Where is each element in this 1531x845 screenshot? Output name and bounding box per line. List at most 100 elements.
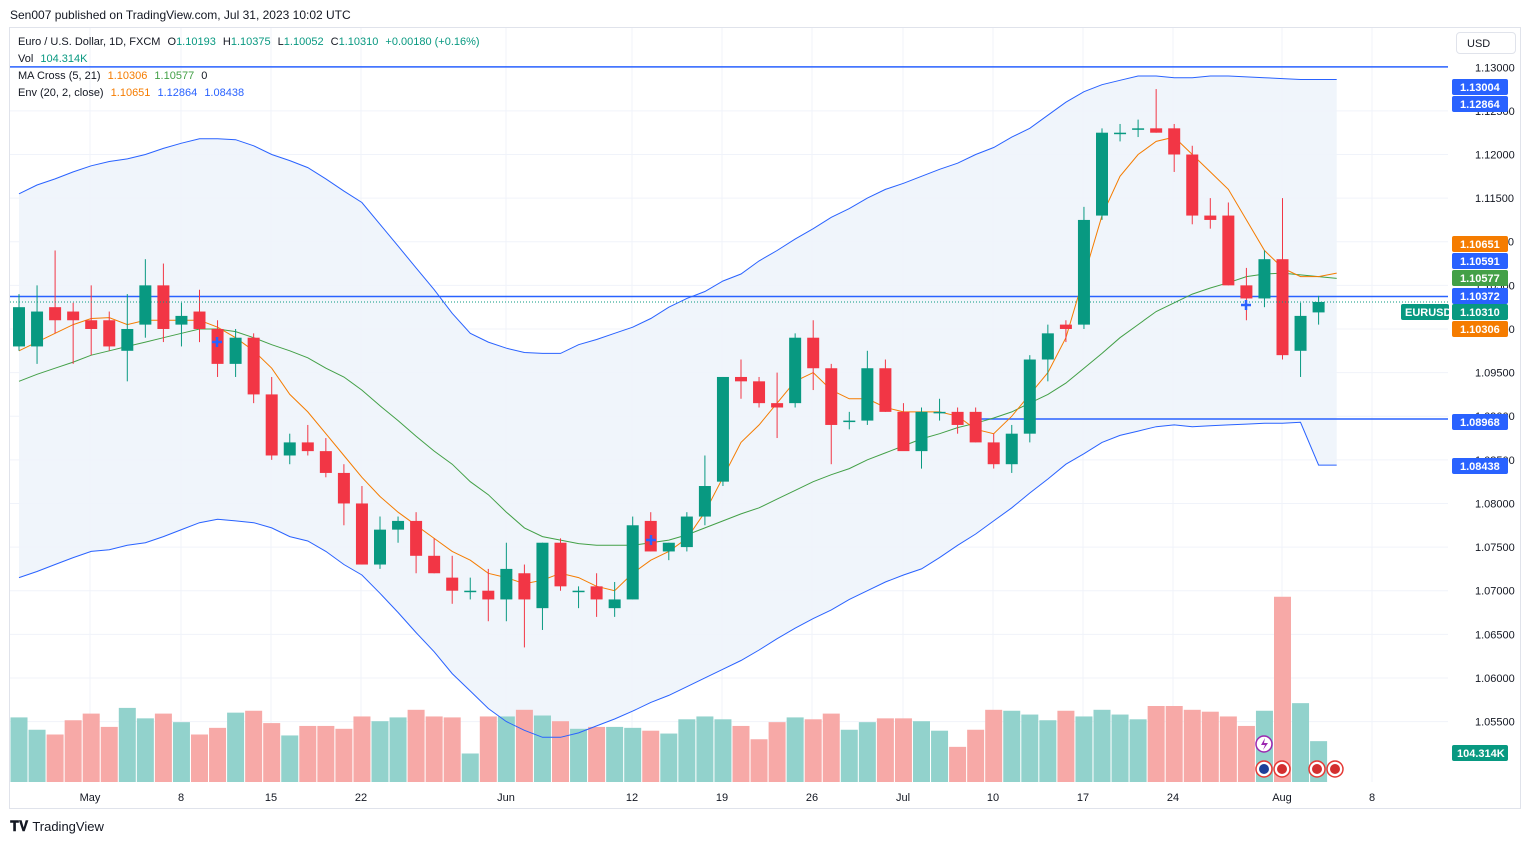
candle-body (301, 442, 314, 452)
candle-body (1204, 215, 1217, 220)
volume-bar (28, 729, 46, 782)
candle-body (193, 311, 206, 329)
volume-bar (1183, 709, 1201, 782)
ma-slow-line (18, 272, 1337, 546)
volume-bar (1219, 716, 1237, 782)
legend-close: 1.10310 (338, 36, 379, 48)
price-label-box (1452, 270, 1508, 286)
legend-env-row[interactable]: Env (20, 2, close) 1.10651 1.12864 1.084… (18, 87, 248, 99)
price-tick-label: 1.06000 (1475, 673, 1515, 685)
legend-open-label: O (167, 36, 177, 48)
volume-bar (263, 723, 281, 782)
candle-body (446, 577, 459, 591)
price-axis: 1.05500 1.06000 1.06500 1.07000 1.07500 1.080… (1475, 62, 1515, 728)
legend-ma-slow: 1.10577 (154, 70, 195, 82)
legend-vol-label: Vol (18, 53, 34, 65)
legend-vol-value: 104.314K (40, 53, 88, 65)
cross-marker-icon (646, 535, 656, 545)
legend-ma-label: MA Cross (5, 21) (18, 70, 101, 82)
volume-bar (588, 726, 606, 782)
candle-body (1114, 132, 1127, 135)
volume-bar (1021, 714, 1039, 782)
legend-symbol-row[interactable]: Euro / U.S. Dollar, 1D, FXCM O1.10193 H1… (18, 36, 484, 48)
volume-bar (1093, 709, 1111, 782)
candle-body (374, 529, 386, 565)
candle-body (121, 328, 134, 351)
candle-body (229, 337, 242, 364)
volume-bar (732, 725, 750, 782)
candle-body (807, 337, 820, 369)
candle-body (969, 411, 982, 443)
volume-bar (642, 730, 660, 782)
cross-marker-icon (212, 337, 222, 347)
price-label-box (1452, 236, 1508, 252)
volume-bar (172, 722, 190, 782)
candle-body (1023, 359, 1036, 434)
volume-bar (750, 739, 768, 782)
volume-bar (913, 721, 930, 782)
volume-bar (1237, 725, 1255, 782)
candle-body (392, 520, 405, 530)
volume-bar (804, 719, 822, 782)
price-label-text: 1.10306 (1460, 324, 1500, 336)
candle-body (103, 320, 116, 347)
candle-body (1096, 132, 1108, 216)
price-label-box (1452, 414, 1508, 430)
volume-bar (1129, 719, 1147, 782)
candle-body (13, 307, 25, 347)
candle-body (951, 411, 964, 425)
candle-body (283, 442, 296, 456)
volume-bar (840, 729, 858, 782)
volume-bar (876, 718, 894, 782)
candle-body (680, 516, 693, 548)
candle-body (698, 486, 711, 517)
volume-bar (714, 719, 732, 782)
candle-body (716, 376, 729, 482)
volume-bar (425, 716, 443, 782)
chart-frame[interactable] (9, 27, 1521, 809)
volume-bar (678, 719, 696, 782)
candle-body (626, 525, 639, 600)
candle-body (1132, 128, 1145, 130)
volume-bar (570, 728, 588, 782)
time-tick-label: Jul (896, 792, 910, 804)
volume-bar (660, 733, 678, 782)
price-label-box (1452, 253, 1508, 269)
volume-bar (1039, 720, 1057, 782)
volume-bar (1201, 711, 1219, 782)
candle-body (987, 442, 1000, 465)
volume-bar (1165, 706, 1183, 782)
candle-body (410, 520, 423, 556)
candle-body (554, 542, 567, 587)
legend-high-label: H (222, 36, 231, 48)
publisher-line: Sen007 published on TradingView.com, Jul… (10, 8, 351, 22)
candle-body (1276, 259, 1289, 356)
volume-bar (768, 722, 786, 782)
legend-ma-row[interactable]: MA Cross (5, 21) 1.10306 1.10577 0 (18, 70, 211, 82)
volume-bar (389, 717, 407, 782)
candle-body (67, 311, 80, 321)
price-tick-label: 1.13000 (1475, 62, 1515, 74)
volume-bar (985, 709, 1003, 782)
legend-ma-fast: 1.10306 (107, 70, 148, 82)
candle-body (1041, 333, 1054, 360)
time-tick-label: Aug (1272, 792, 1292, 804)
candle-body (753, 381, 766, 404)
legend-vol-row[interactable]: Vol 104.314K (18, 53, 91, 65)
volume-bar (552, 721, 569, 782)
price-label-text: 1.13004 (1460, 82, 1501, 94)
volume-bar (515, 709, 533, 782)
volume-bar (118, 707, 136, 782)
candle-body (1222, 215, 1235, 286)
volume-bar (1075, 716, 1093, 782)
footer-brand[interactable]: 𝐓𝐕 TradingView (10, 818, 104, 835)
legend-symbol: Euro / U.S. Dollar, 1D, FXCM (18, 36, 161, 48)
currency-button[interactable]: USD (1456, 32, 1516, 54)
price-tick-label: 1.07000 (1475, 586, 1515, 598)
volume-bar (967, 729, 985, 782)
volume-bar (786, 717, 804, 782)
price-label-box (1452, 96, 1508, 112)
price-tick-label: 1.09500 (1475, 368, 1515, 380)
candle-body (1168, 128, 1181, 155)
